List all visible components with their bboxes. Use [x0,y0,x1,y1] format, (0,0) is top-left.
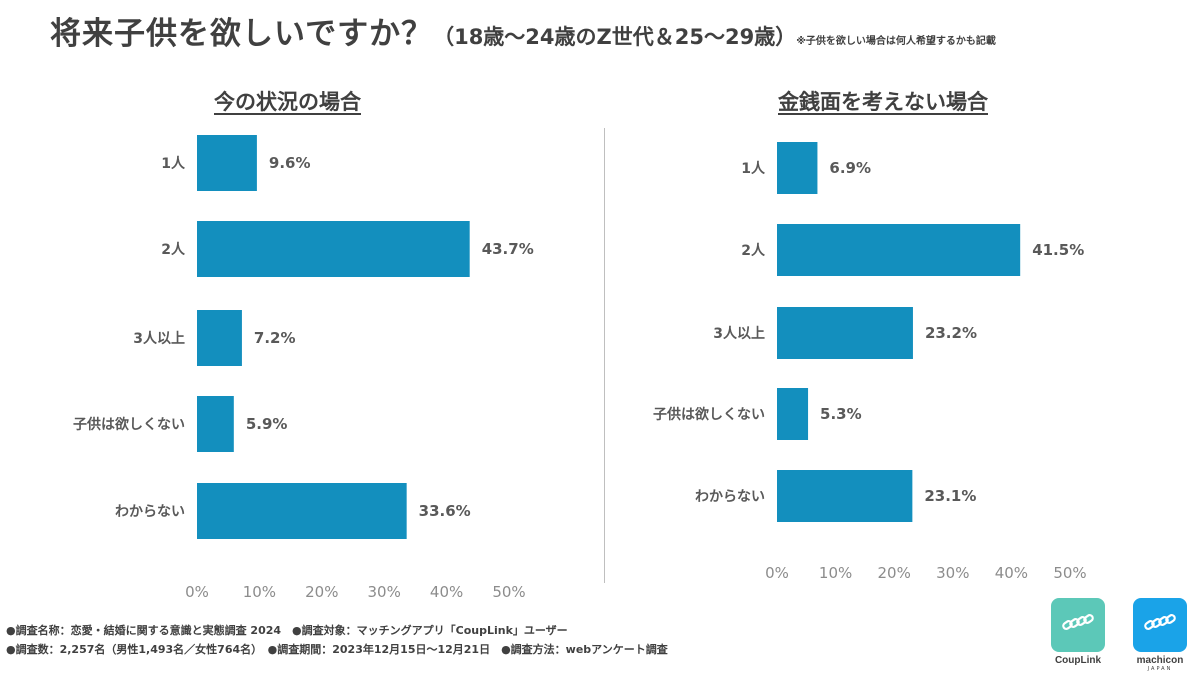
machicon-logo: machicon JAPAN [1131,598,1189,672]
footer-line-1: ●調査名称：恋愛・結婚に関する意識と実態調査 2024 ●調査対象：マッチングア… [6,624,568,637]
category-label: 1人 [741,160,766,177]
value-label: 7.2% [254,329,296,347]
machicon-name: machicon [1136,655,1184,666]
left-bar-chart: 1人 9.6% 2人 43.7% 3人以上 7.2% 子供は欲しくない 5.9% わからない 33… [73,135,534,601]
couplink-name: CoupLink [1054,655,1102,666]
tick-label: 10% [243,583,276,601]
bar [777,142,818,194]
bar [197,396,234,452]
category-label: わからない [695,489,765,505]
tick-label: 50% [492,583,525,601]
value-label: 43.7% [482,240,534,258]
category-label: 1人 [161,155,186,172]
tick-label: 40% [995,564,1028,582]
chain-link-icon [1051,598,1105,652]
bar [197,221,470,277]
value-label: 9.6% [269,154,311,172]
machicon-sub: JAPAN [1147,666,1173,672]
title-main: 将来子供を欲しいですか？ [50,16,434,52]
category-label: 3人以上 [133,330,185,347]
value-label: 33.6% [419,502,471,520]
tick-label: 50% [1053,564,1086,582]
category-label: 2人 [161,241,186,258]
tick-label: 20% [305,583,338,601]
value-label: 41.5% [1032,241,1084,259]
tick-label: 30% [368,583,401,601]
category-label: 子供は欲しくない [653,406,765,423]
bar [777,224,1021,276]
tick-label: 0% [765,564,789,582]
category-label: 2人 [741,242,766,259]
bar [777,388,809,440]
bar [197,483,407,539]
value-label: 23.1% [924,487,976,505]
tick-label: 20% [878,564,911,582]
title-note: ※子供を欲しい場合は何人希望するかも記載 [796,36,996,47]
footer-line-2: ●調査数：2,257名（男性1,493名／女性764名） ●調査期間：2023年… [6,643,668,656]
category-label: わからない [115,504,185,520]
bar [197,310,242,366]
right-chart-title: 金銭面を考えない場合 [778,90,988,114]
title-sub: （18歳～24歳のZ世代＆25～29歳） [433,25,797,49]
tick-label: 10% [819,564,852,582]
page-title: 将来子供を欲しいですか？（18歳～24歳のZ世代＆25～29歳）※子供を欲しい場… [50,8,996,53]
value-label: 5.3% [820,405,862,423]
bar [777,307,913,359]
bar [777,470,913,522]
right-bar-chart: 1人 6.9% 2人 41.5% 3人以上 23.2% 子供は欲しくない 5.3% わからない 2… [653,142,1087,582]
tick-label: 0% [185,583,209,601]
value-label: 5.9% [246,415,288,433]
value-label: 6.9% [829,159,871,177]
bar [197,135,257,191]
value-label: 23.2% [925,324,977,342]
chain-link-icon [1133,598,1187,652]
tick-label: 30% [936,564,969,582]
category-label: 3人以上 [713,325,765,342]
tick-label: 40% [430,583,463,601]
couplink-logo: CoupLink [1049,598,1107,666]
left-chart-title: 今の状況の場合 [214,90,361,114]
category-label: 子供は欲しくない [73,416,185,433]
panel-divider [604,128,605,583]
